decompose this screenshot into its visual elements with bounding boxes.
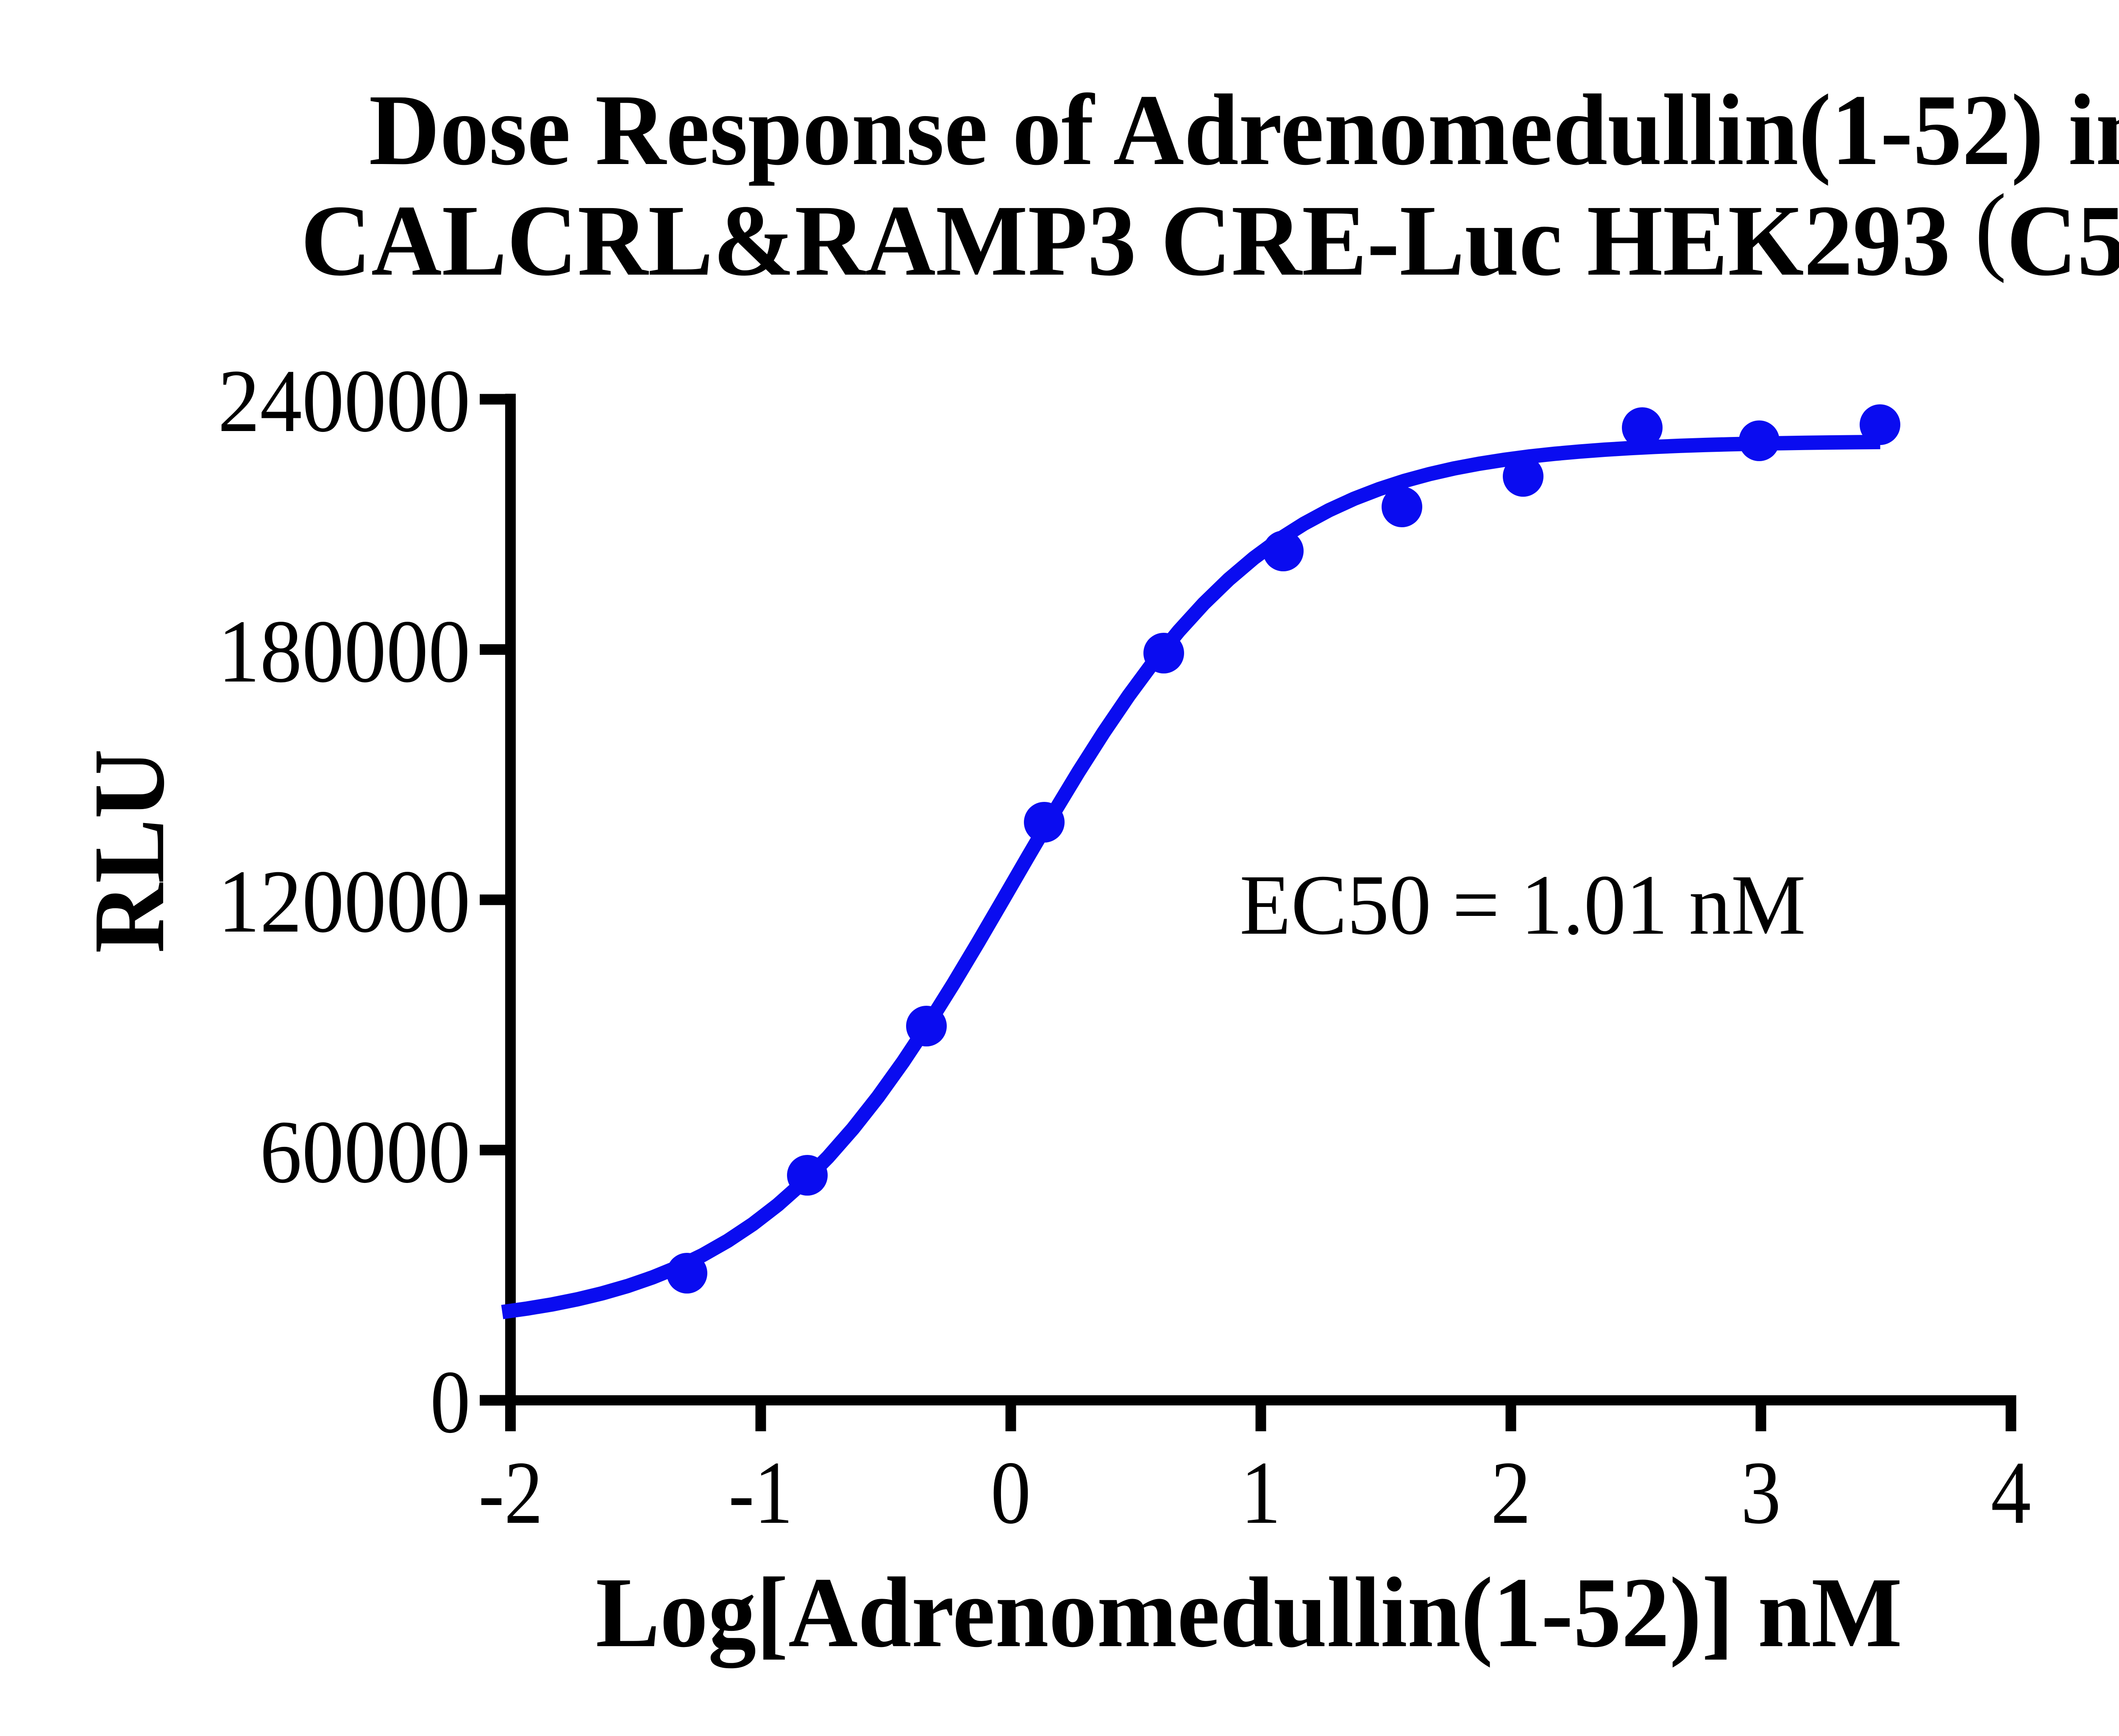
svg-text:RLU: RLU — [72, 749, 185, 953]
svg-text:2: 2 — [1491, 1443, 1531, 1542]
svg-text:60000: 60000 — [260, 1102, 470, 1202]
svg-text:Log[Adrenomedullin(1-52)] nM: Log[Adrenomedullin(1-52)] nM — [596, 1557, 1902, 1668]
svg-text:1: 1 — [1241, 1443, 1281, 1542]
svg-text:240000: 240000 — [218, 351, 470, 451]
svg-text:-1: -1 — [729, 1443, 793, 1542]
svg-text:180000: 180000 — [218, 601, 470, 701]
svg-text:120000: 120000 — [218, 851, 470, 951]
svg-text:CALCRL&RAMP3 CRE-Luc HEK293 (C: CALCRL&RAMP3 CRE-Luc HEK293 (C56) — [301, 173, 2119, 297]
svg-text:0: 0 — [991, 1443, 1031, 1542]
svg-text:3: 3 — [1741, 1443, 1781, 1542]
svg-text:-2: -2 — [478, 1443, 543, 1542]
svg-text:4: 4 — [1991, 1443, 2031, 1542]
svg-text:EC50 = 1.01 nM: EC50 = 1.01 nM — [1240, 857, 1806, 952]
svg-text:0: 0 — [430, 1352, 470, 1452]
svg-text:Dose Response of Adrenomedulli: Dose Response of Adrenomedullin(1-52) in — [369, 73, 2119, 186]
